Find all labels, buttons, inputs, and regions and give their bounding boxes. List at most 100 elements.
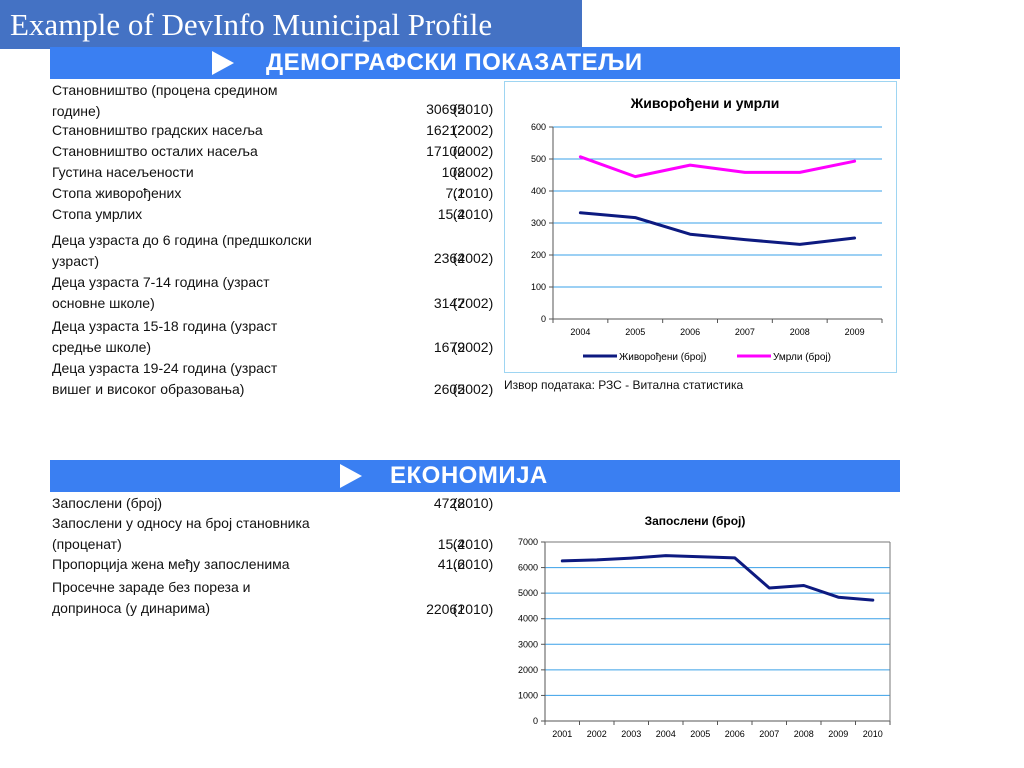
stat-label-line: доприноса (у динарима) — [52, 600, 211, 616]
legend-label: Умрли (број) — [773, 351, 831, 363]
stat-row: Становништво (процена средином године) 306… — [52, 80, 498, 122]
stat-year: (2010) — [452, 536, 494, 552]
x-tick-label: 2001 — [552, 729, 572, 739]
y-tick-label: 400 — [531, 186, 546, 196]
series-line — [560, 554, 875, 602]
x-tick-label: 2002 — [587, 729, 607, 739]
stat-row: Деца узраста до 6 година (предшколски узр… — [52, 230, 498, 272]
x-tick-label: 2005 — [625, 327, 645, 337]
stat-value: 15.4 — [437, 206, 465, 222]
stat-label-line: Деца узраста 19-24 година (узраст — [52, 360, 278, 376]
stat-year: (2002) — [452, 164, 494, 180]
x-tick-label: 2004 — [570, 327, 590, 337]
stat-row: Деца узраста 15-18 година (узраст средње … — [52, 316, 498, 358]
stat-value: 108 — [441, 164, 465, 180]
x-tick-label: 2005 — [690, 729, 710, 739]
play-arrow-icon — [212, 51, 234, 75]
stat-year: (2002) — [452, 250, 494, 266]
stat-year: (2010) — [452, 495, 494, 511]
stat-label-line: вишег и високог образовања) — [52, 381, 245, 397]
economy-banner: ЕКОНОМИЈА — [50, 460, 900, 492]
stat-year: (2010) — [452, 601, 494, 617]
stat-label: Стопа умрлих — [52, 204, 352, 225]
births-deaths-chart-svg: Живорођени и умрли 0 100 200 300 400 500 600 200… — [531, 95, 883, 363]
stat-label-line: Густина насељености — [52, 164, 194, 180]
stat-label: Становништво градских насеља — [52, 120, 352, 141]
stat-label-line: Стопа умрлих — [52, 206, 143, 222]
stat-label: Густина насељености — [52, 162, 352, 183]
stat-label-line: Запослени (број) — [52, 495, 163, 511]
stat-value: 16212 — [426, 122, 465, 138]
stat-row: Деца узраста 7-14 година (узраст основне … — [52, 272, 498, 314]
x-tick-label: 2010 — [863, 729, 883, 739]
stat-label-line: Становништво осталих насеља — [52, 143, 258, 159]
stat-value: 15.4 — [437, 536, 465, 552]
stat-year: (2002) — [452, 381, 494, 397]
x-tick-label: 2006 — [725, 729, 745, 739]
stat-year: (2002) — [452, 339, 494, 355]
stat-year: (2010) — [452, 556, 494, 572]
stat-label: Деца узраста до 6 година (предшколски узр… — [52, 230, 352, 272]
stat-value: 3147 — [433, 295, 465, 311]
stat-year: (2010) — [452, 101, 494, 117]
x-tick-label: 2007 — [759, 729, 779, 739]
stat-label: Становништво осталих насеља — [52, 141, 352, 162]
stat-label-line: Становништво (процена средином — [52, 82, 278, 98]
stat-label-line: (проценат) — [52, 536, 122, 552]
source-note: Извор података: РЗС - Витална статистика — [504, 378, 744, 392]
y-tick-label: 200 — [531, 250, 546, 260]
stat-label-line: Пропорција жена међу запосленима — [52, 556, 290, 572]
stat-value: 1679 — [433, 339, 465, 355]
y-tick-label: 100 — [531, 282, 546, 292]
stat-label: Становништво (процена средином године) — [52, 80, 352, 122]
stat-label-line: Запослени у односу на број становника — [52, 515, 310, 531]
y-tick-label: 6000 — [518, 563, 538, 573]
stat-label-line: средње школе) — [52, 339, 152, 355]
stat-label: Запослени (број) — [52, 493, 352, 514]
stat-label-line: Деца узраста до 6 година (предшколски — [52, 232, 312, 248]
stat-label-line: Становништво градских насеља — [52, 122, 263, 138]
stat-row: Стопа умрлих 15.4 (2010) — [52, 204, 498, 225]
x-tick-label: 2009 — [828, 729, 848, 739]
stat-value: 2364 — [433, 250, 465, 266]
x-tick-label: 2007 — [735, 327, 755, 337]
stat-label: Стопа живорођених — [52, 183, 352, 204]
employed-chart-svg: Запослени (број) 0 1000 2000 3000 4000 5000 600… — [518, 514, 891, 739]
stat-row: Становништво осталих насеља 17100 (2002) — [52, 141, 498, 162]
stat-row: Запослени (број) 4728 (2010) — [52, 493, 498, 514]
stat-year: (2002) — [452, 295, 494, 311]
legend-label: Живорођени (број) — [619, 351, 706, 363]
stat-label-line: Деца узраста 15-18 година (узраст — [52, 318, 278, 334]
stat-year: (2010) — [452, 185, 494, 201]
stat-year: (2002) — [452, 122, 494, 138]
stat-label-line: узраст) — [52, 253, 100, 269]
stat-row: Просечне зараде без пореза и доприноса (у… — [52, 577, 498, 619]
y-tick-label: 600 — [531, 122, 546, 132]
y-tick-label: 500 — [531, 154, 546, 164]
stat-row: Пропорција жена међу запосленима 41.6 (201… — [52, 554, 498, 575]
chart-title: Живорођени и умрли — [630, 95, 780, 111]
stat-row: Становништво градских насеља 16212 (2002) — [52, 120, 498, 141]
stat-row: Густина насељености 108 (2002) — [52, 162, 498, 183]
stat-label-line: основне школе) — [52, 295, 155, 311]
stat-year: (2010) — [452, 206, 494, 222]
x-tick-label: 2009 — [845, 327, 865, 337]
y-tick-label: 2000 — [518, 665, 538, 675]
stat-value: 30695 — [426, 101, 465, 117]
y-tick-label: 4000 — [518, 614, 538, 624]
y-tick-label: 5000 — [518, 588, 538, 598]
series-line — [578, 211, 857, 246]
y-tick-label: 0 — [541, 314, 546, 324]
stat-label-line: године) — [52, 103, 101, 119]
stat-label-line: Просечне зараде без пореза и — [52, 579, 251, 595]
stat-label-line: Стопа живорођених — [52, 185, 182, 201]
stat-value: 2605 — [433, 381, 465, 397]
play-arrow-icon — [340, 464, 362, 488]
demographics-banner: ДЕМОГРАФСКИ ПОКАЗАТЕЉИ — [50, 47, 900, 79]
slide-title: Example of DevInfo Municipal Profile — [0, 0, 582, 49]
x-tick-label: 2008 — [790, 327, 810, 337]
stat-row: Стопа живорођених 7.1 (2010) — [52, 183, 498, 204]
x-tick-label: 2003 — [621, 729, 641, 739]
stat-label: Запослени у односу на број становника (пр… — [52, 513, 352, 555]
stat-row: Запослени у односу на број становника (пр… — [52, 513, 498, 555]
